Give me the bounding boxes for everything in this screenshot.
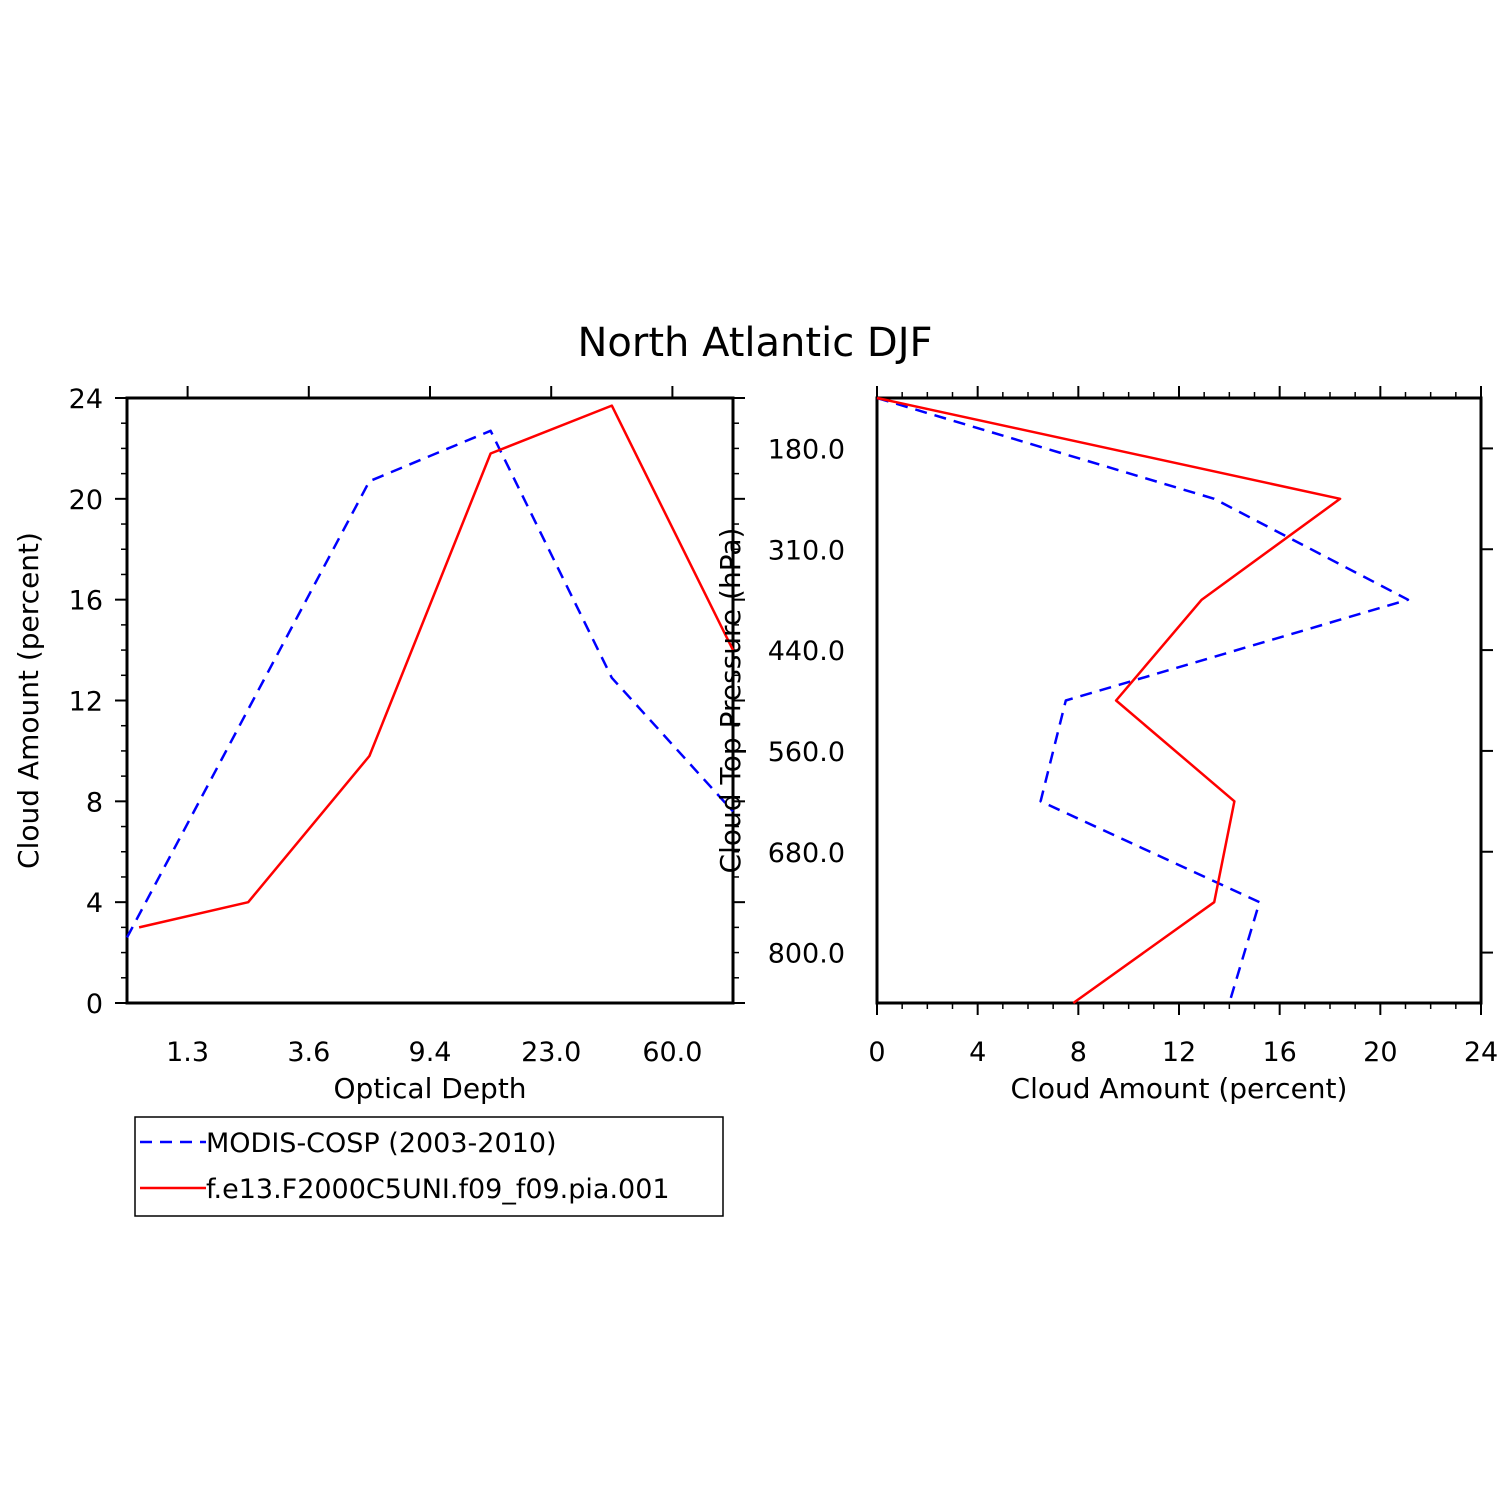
x-tick-label: 16 bbox=[1262, 1037, 1296, 1068]
x-tick-label: 60.0 bbox=[642, 1037, 702, 1068]
x-tick-label: 9.4 bbox=[409, 1037, 452, 1068]
y-axis-title: Cloud Amount (percent) bbox=[12, 532, 45, 869]
series-line-obs bbox=[125, 429, 734, 939]
y-tick-label: 8 bbox=[86, 787, 103, 818]
x-tick-label: 0 bbox=[868, 1037, 885, 1068]
y-tick-label: 440.0 bbox=[768, 636, 845, 667]
x-tick-label: 20 bbox=[1363, 1037, 1397, 1068]
plot-frame bbox=[875, 396, 1483, 1005]
y-tick-label: 310.0 bbox=[768, 535, 845, 566]
legend-label-obs: MODIS-COSP (2003-2010) bbox=[206, 1128, 557, 1159]
plot-frame bbox=[125, 396, 735, 1005]
x-tick-label: 8 bbox=[1070, 1037, 1087, 1068]
series-line-model bbox=[876, 396, 1342, 1005]
y-tick-label: 4 bbox=[86, 888, 103, 919]
right-panel-cloud-top-pressure: 0 4 8 12 16 20 24 180.0 310.0 440.0 560.0 680.0 800.… bbox=[714, 386, 1498, 1105]
x-tick-label: 24 bbox=[1464, 1037, 1498, 1068]
y-tick-label: 16 bbox=[69, 586, 103, 617]
legend-label-model: f.e13.F2000C5UNI.f09_f09.pia.001 bbox=[206, 1174, 670, 1205]
y-tick-label: 560.0 bbox=[768, 737, 845, 768]
x-tick-label: 23.0 bbox=[521, 1037, 581, 1068]
y-tick-label: 20 bbox=[69, 485, 103, 516]
y-tick-label: 180.0 bbox=[768, 434, 845, 465]
series-line-obs bbox=[876, 396, 1410, 1004]
y-axis-title: Cloud Top Pressure (hPa) bbox=[714, 528, 747, 874]
x-tick-label: 12 bbox=[1162, 1037, 1196, 1068]
chart-title: North Atlantic DJF bbox=[577, 320, 932, 366]
series-line-model bbox=[138, 404, 735, 929]
legend: MODIS-COSP (2003-2010) f.e13.F2000C5UNI.… bbox=[134, 1116, 724, 1217]
x-tick-label: 1.3 bbox=[166, 1037, 209, 1068]
x-axis-title: Cloud Amount (percent) bbox=[1011, 1072, 1348, 1105]
y-tick-label: 24 bbox=[69, 384, 103, 415]
legend-box bbox=[134, 1116, 724, 1217]
x-tick-label: 3.6 bbox=[287, 1037, 330, 1068]
left-panel-optical-depth: 0 4 8 12 16 20 24 1.3 3.6 9.4 23.0 60.0 Optical Dept… bbox=[12, 384, 745, 1105]
y-tick-label: 12 bbox=[69, 687, 103, 718]
y-tick-label: 680.0 bbox=[768, 838, 845, 869]
x-axis-title: Optical Depth bbox=[333, 1072, 526, 1105]
y-tick-label: 800.0 bbox=[768, 939, 845, 970]
y-tick-label: 0 bbox=[86, 989, 103, 1020]
x-tick-label: 4 bbox=[969, 1037, 986, 1068]
